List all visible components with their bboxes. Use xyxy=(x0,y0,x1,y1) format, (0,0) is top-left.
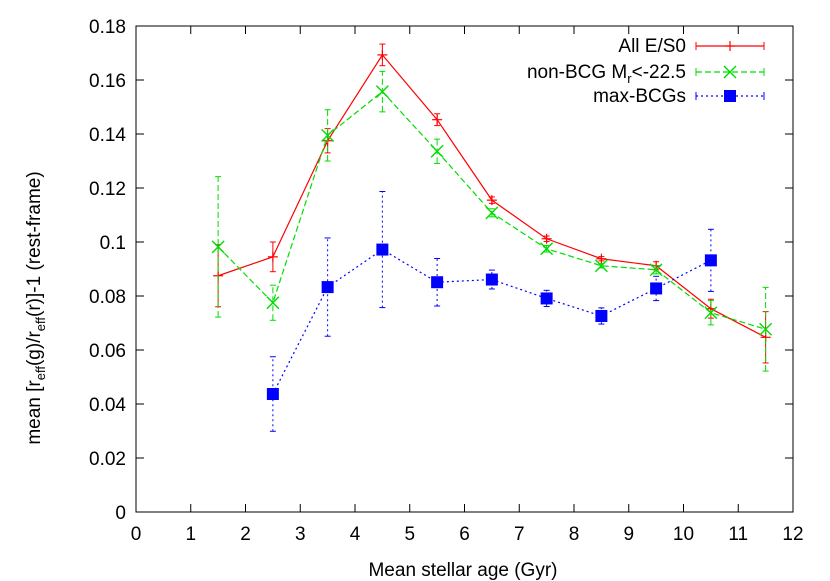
y-tick-label: 0.18 xyxy=(89,17,126,38)
data-point xyxy=(540,292,553,305)
x-tick-label: 10 xyxy=(673,524,694,545)
error-bar xyxy=(215,176,222,318)
error-bar xyxy=(488,269,495,290)
error-bar xyxy=(269,356,276,432)
data-point xyxy=(595,309,608,322)
error-bar xyxy=(543,289,550,308)
legend-label: non-BCG Mr<-22.5 xyxy=(527,62,686,86)
data-point xyxy=(485,206,499,220)
y-tick-label: 0.12 xyxy=(89,179,126,200)
x-tick-label: 3 xyxy=(295,524,306,545)
legend-marker xyxy=(724,90,736,102)
data-point xyxy=(211,240,225,254)
data-point xyxy=(375,85,389,99)
x-tick-label: 9 xyxy=(623,524,634,545)
legend-marker xyxy=(725,41,735,51)
series-1 xyxy=(211,70,773,372)
y-tick-label: 0.08 xyxy=(89,287,126,308)
y-tick-label: 0.02 xyxy=(89,449,126,470)
data-point xyxy=(321,281,334,294)
data-point xyxy=(432,114,443,125)
error-bar xyxy=(653,275,660,302)
x-tick-label: 7 xyxy=(514,524,525,545)
y-tick-label: 0.14 xyxy=(89,125,126,146)
x-axis-label: Mean stellar age (Gyr) xyxy=(368,560,557,581)
series-0 xyxy=(213,43,771,364)
y-tick-label: 0.1 xyxy=(100,233,126,254)
data-point xyxy=(430,144,444,158)
plot-frame xyxy=(135,25,794,513)
data-point xyxy=(431,276,444,289)
data-point xyxy=(759,322,773,336)
data-point xyxy=(266,388,279,401)
legend-entry: max-BCGs xyxy=(593,86,765,107)
data-point xyxy=(486,195,497,206)
legend-entry: All E/S0 xyxy=(618,36,765,57)
x-tick-label: 12 xyxy=(782,524,803,545)
x-tick-label: 5 xyxy=(404,524,415,545)
series-line xyxy=(272,248,712,395)
data-point xyxy=(649,263,663,277)
legend-marker xyxy=(723,65,737,79)
error-bar xyxy=(269,284,276,321)
error-bar xyxy=(434,257,441,307)
data-point xyxy=(267,251,278,262)
y-tick-label: 0.16 xyxy=(89,71,126,92)
y-tick-label: 0.06 xyxy=(89,341,126,362)
legend-label: max-BCGs xyxy=(593,86,686,107)
x-tick-label: 11 xyxy=(728,524,748,545)
data-point xyxy=(376,243,389,256)
x-tick-label: 1 xyxy=(185,524,196,545)
legend-entry: non-BCG Mr<-22.5 xyxy=(527,62,765,86)
data-point xyxy=(485,273,498,286)
series-2 xyxy=(266,191,717,432)
y-axis-label: mean [reff(g)/reff(r)]-1 (rest-frame) xyxy=(24,171,48,444)
x-tick-label: 6 xyxy=(459,524,470,545)
error-bar xyxy=(598,307,605,325)
data-point xyxy=(377,49,388,60)
data-point xyxy=(321,128,335,142)
axis-ticks: 0 1 2 3 4 5 6 7 8 9 10 11 1200.020.040.060.080.10.12… xyxy=(89,17,804,545)
legend-label: All E/S0 xyxy=(618,36,686,57)
plot-border xyxy=(135,25,794,513)
y-tick-label: 0 xyxy=(115,503,126,524)
data-point xyxy=(266,296,280,310)
data-point xyxy=(541,233,552,244)
y-tick-label: 0.04 xyxy=(89,395,126,416)
x-tick-label: 2 xyxy=(240,524,251,545)
data-point xyxy=(596,253,607,264)
data-point xyxy=(594,259,608,273)
x-tick-label: 0 xyxy=(131,524,142,545)
series-layer xyxy=(211,43,773,432)
x-tick-label: 8 xyxy=(569,524,580,545)
error-bar xyxy=(324,237,331,337)
error-bar xyxy=(379,191,386,309)
series-line xyxy=(217,90,766,330)
data-point xyxy=(540,242,554,256)
error-bar xyxy=(324,109,331,162)
x-tick-label: 4 xyxy=(350,524,361,545)
data-point xyxy=(704,254,717,267)
data-point xyxy=(650,282,663,295)
data-point xyxy=(704,306,718,320)
